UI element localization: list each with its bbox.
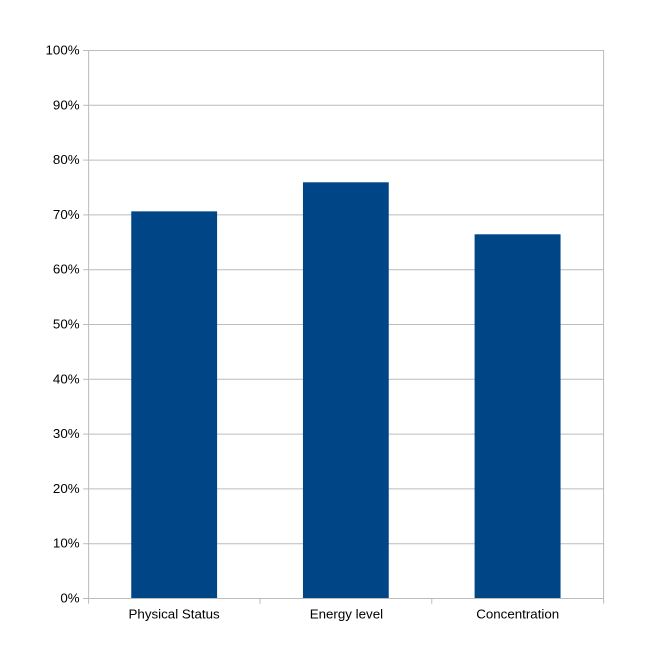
svg-text:70%: 70% [53, 207, 80, 222]
svg-text:30%: 30% [53, 426, 80, 441]
svg-text:10%: 10% [53, 536, 80, 551]
svg-text:100%: 100% [46, 43, 80, 58]
svg-text:20%: 20% [53, 481, 80, 496]
svg-text:Energy level: Energy level [310, 607, 383, 622]
svg-text:60%: 60% [53, 262, 80, 277]
svg-text:0%: 0% [60, 591, 79, 606]
svg-text:40%: 40% [53, 371, 80, 386]
svg-text:80%: 80% [53, 152, 80, 167]
svg-text:Physical Status: Physical Status [129, 607, 220, 622]
svg-text:50%: 50% [53, 317, 80, 332]
svg-text:90%: 90% [53, 97, 80, 112]
svg-text:Concentration: Concentration [476, 607, 559, 622]
